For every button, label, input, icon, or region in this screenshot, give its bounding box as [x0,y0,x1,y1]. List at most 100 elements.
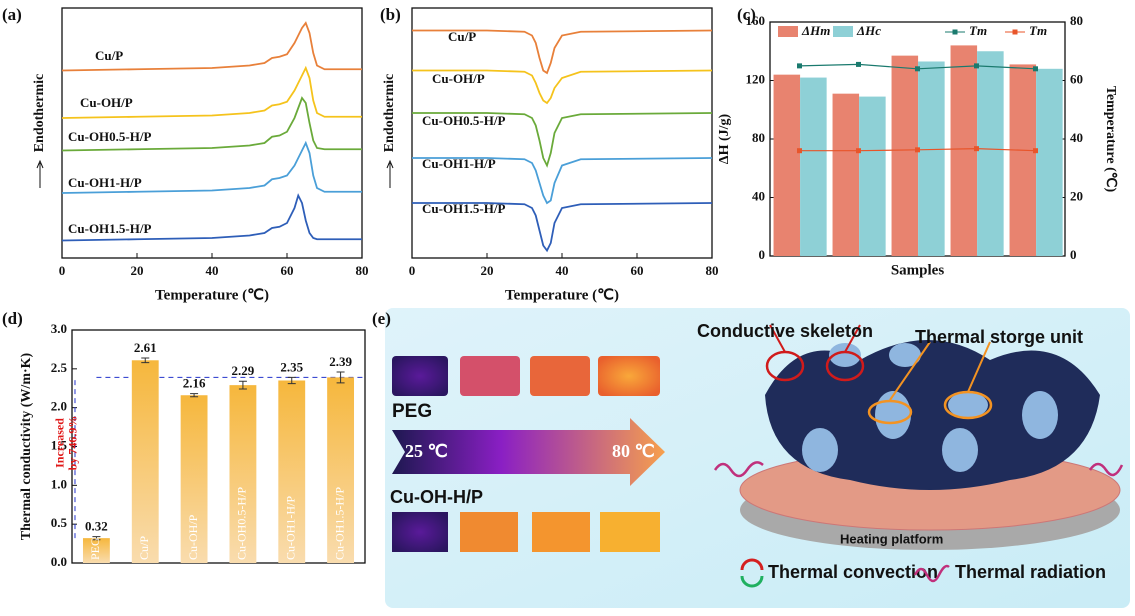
y-tick-label: 80 [752,130,765,145]
value-label: 2.39 [329,354,352,369]
x-tick-label: 60 [281,263,294,278]
curve [412,157,713,205]
value-label: 2.35 [280,359,303,374]
marker [974,63,979,69]
marker [974,146,979,152]
value-label: 2.16 [183,376,206,391]
temperature-start: 25 ℃ [405,441,448,461]
endothermic-arrow [386,159,394,188]
bar [800,77,827,256]
marker [1033,148,1038,154]
thermal-image [392,512,448,552]
value-label: 2.61 [134,340,157,355]
y2-tick-label: 20 [1070,188,1083,203]
skeleton [765,340,1100,490]
legend-label: Tm [969,23,987,38]
error-bar [238,380,247,390]
thermal-image [532,512,590,552]
plot-frame [411,7,713,259]
legend-label: Thermal radiation [955,562,1106,582]
temperature-end: 80 ℃ [612,441,655,461]
y-axis-label: ΔH (J/g) [717,113,732,164]
x-axis-label: Temperature (℃) [155,287,269,303]
endothermic-arrow [36,159,44,188]
series-label: Cu-OH1.5-H/P [68,221,151,236]
marker [915,66,920,72]
radiation-icon [1088,462,1124,477]
storage-pore [875,391,911,439]
y-tick-label: 160 [746,13,766,28]
sample-label: Cu-OH-H/P [390,487,483,507]
legend-marker [952,29,958,35]
y2-axis-label: Temperature (℃) [1103,86,1118,193]
annotation: by 746.9% [66,416,80,471]
x-tick-label: 20 [481,263,494,278]
y2-tick-label: 40 [1070,130,1083,145]
bar [977,51,1004,256]
callout: Thermal storge unit [915,327,1083,347]
y-tick-label: 40 [752,188,765,203]
y-axis-label: Endothermic [32,74,47,153]
x-tick-label: 0 [59,263,66,278]
highlight [867,399,913,425]
bar [229,385,257,563]
curve [61,96,362,152]
bar [1009,64,1037,256]
bar [832,93,860,256]
curve [412,202,713,253]
curve [61,65,362,119]
y-tick-label: 0.5 [51,515,68,530]
bar [859,96,886,257]
x-tick-label: Cu/P [137,536,151,560]
thermal-image [530,356,590,396]
marker [797,63,802,69]
convection-icon [740,558,764,571]
marker [915,147,920,153]
y-tick-label: 0 [759,247,766,262]
thermal-image [600,512,660,552]
error-bar [190,393,199,398]
thermal-image [460,356,520,396]
thermal-image [392,356,448,396]
storage-pore [889,343,921,367]
curve [412,69,713,105]
radiation-icon [913,564,950,583]
y2-tick-label: 80 [1070,13,1083,28]
x-tick-label: 80 [706,263,719,278]
legend-label: Tm [1029,23,1047,38]
x-tick-label: 0 [409,263,416,278]
legend-label: ΔHc [856,23,881,38]
legend-swatch [833,26,853,37]
marker [856,148,861,154]
bar [278,380,306,563]
y-tick-label: 1.0 [51,476,67,491]
x-tick-label: Cu-OH1-H/P [284,496,298,560]
convection-icon [740,575,764,588]
storage-pore [802,428,838,472]
legend-swatch [778,26,798,37]
y-tick-label: 1.5 [51,437,68,452]
sample-label: PEG [392,401,432,422]
thermal-image [460,512,518,552]
pointer [769,324,861,353]
marker [856,61,861,67]
series-label: Cu-OH/P [80,95,133,110]
bar [82,538,110,563]
annotation: Increased [53,418,67,468]
y-tick-label: 3.0 [51,321,67,336]
pointer [889,341,991,401]
legend-marker [1012,29,1018,35]
series-label: Cu-OH/P [432,71,485,86]
marker [797,148,802,154]
x-tick-label: Cu-OH/P [186,514,200,560]
plot-frame [71,329,366,564]
y2-tick-label: 0 [1070,247,1077,262]
curve [412,112,713,168]
temperature-arrow [392,418,665,486]
series-label: Cu/P [95,48,123,63]
value-label: 2.29 [232,363,255,378]
x-tick-label: Cu-OH0.5-H/P [235,487,249,560]
y-tick-label: 120 [746,71,766,86]
x-tick-label: 80 [356,263,369,278]
callout: Conductive skeleton [697,321,873,341]
